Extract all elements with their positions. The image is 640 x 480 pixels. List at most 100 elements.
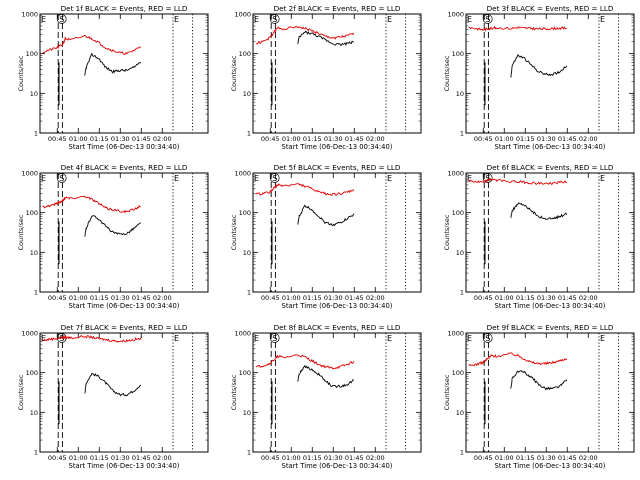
saa-label: S [59, 174, 64, 183]
eclipse-end-label: E [387, 174, 392, 183]
lld-series-line [255, 354, 355, 370]
events-series-line [84, 52, 142, 76]
eclipse-start-label: E [41, 15, 46, 24]
saa-label: S [59, 334, 64, 343]
detector-panel: Det 8f BLACK = Events, RED = LLD 1 10 100 10… [230, 323, 422, 470]
eclipse-end-label: E [600, 15, 605, 24]
x-tick-label: 00:45 [474, 454, 493, 462]
events-series-line [84, 215, 142, 237]
x-axis-label: Start Time (06-Dec-13 00:34:40) [495, 143, 606, 151]
events-series-line [297, 30, 355, 46]
y-axis-label: Counts/sec [17, 214, 25, 250]
x-tick-label: 01:45 [132, 135, 151, 143]
plot-frame [465, 172, 635, 293]
x-tick-label: 00:45 [261, 294, 280, 302]
saa-label: S [272, 15, 277, 24]
y-tick-label: 1000 [447, 170, 464, 178]
x-tick-label: 01:15 [516, 294, 535, 302]
detector-panel: Det 6f BLACK = Events, RED = LLD 1 10 100 10… [443, 163, 635, 310]
y-axis-label: Counts/sec [230, 214, 238, 250]
y-tick-label: 1 [247, 130, 251, 138]
y-tick-label: 10 [30, 409, 38, 417]
y-axis-label: Counts/sec [230, 374, 238, 410]
x-tick-label: 01:30 [324, 294, 343, 302]
plot-frame [465, 13, 635, 134]
y-tick-label: 10 [243, 409, 251, 417]
y-tick-label: 100 [26, 369, 38, 377]
lld-series-line [42, 334, 142, 343]
lld-series-line [255, 183, 355, 196]
y-tick-label: 1000 [447, 11, 464, 19]
eclipse-end-label: E [600, 174, 605, 183]
eclipse-start-label: E [41, 174, 46, 183]
x-tick-label: 01:00 [69, 454, 88, 462]
y-tick-label: 1 [34, 130, 38, 138]
x-tick-label: 01:45 [345, 294, 364, 302]
x-tick-label: 01:00 [282, 454, 301, 462]
y-axis-label: Counts/sec [443, 55, 451, 91]
y-tick-label: 10 [456, 249, 464, 257]
detector-panel: Det 4f BLACK = Events, RED = LLD 1 10 100 10… [17, 163, 209, 310]
y-axis-label: Counts/sec [443, 214, 451, 250]
plot-title: Det 2f BLACK = Events, RED = LLD [274, 4, 401, 13]
y-tick-label: 1 [460, 130, 464, 138]
plot-frame [39, 13, 209, 134]
events-series-line [297, 204, 355, 227]
saa-circle-icon [269, 333, 280, 343]
y-tick-label: 100 [239, 209, 251, 217]
events-series-line [84, 372, 142, 397]
x-tick-label: 01:15 [516, 454, 535, 462]
saa-label: S [272, 174, 277, 183]
x-tick-label: 00:45 [48, 294, 67, 302]
detector-panel: Det 7f BLACK = Events, RED = LLD 1 10 100 10… [17, 323, 209, 470]
x-tick-label: 01:15 [303, 454, 322, 462]
saa-label: S [485, 174, 490, 183]
y-tick-label: 1 [34, 449, 38, 457]
x-tick-label: 01:00 [495, 454, 514, 462]
x-tick-label: 01:45 [558, 135, 577, 143]
x-tick-label: 02:00 [153, 294, 172, 302]
x-tick-label: 00:45 [261, 454, 280, 462]
x-tick-label: 01:15 [303, 294, 322, 302]
y-tick-label: 10 [30, 249, 38, 257]
events-series-line [510, 54, 568, 78]
x-axis-label: Start Time (06-Dec-13 00:34:40) [69, 462, 180, 470]
detector-panel: Det 9f BLACK = Events, RED = LLD 1 10 100 10… [443, 323, 635, 470]
x-tick-label: 02:00 [579, 135, 598, 143]
y-tick-label: 10 [243, 249, 251, 257]
y-tick-label: 1000 [21, 11, 38, 19]
plot-frame [252, 332, 422, 453]
x-axis-label: Start Time (06-Dec-13 00:34:40) [495, 462, 606, 470]
events-series-line [510, 202, 568, 220]
y-tick-label: 1000 [21, 330, 38, 338]
x-tick-label: 02:00 [579, 454, 598, 462]
x-tick-label: 01:30 [537, 454, 556, 462]
saa-label: S [59, 15, 64, 24]
x-axis-label: Start Time (06-Dec-13 00:34:40) [282, 302, 393, 310]
saa-label: S [272, 334, 277, 343]
x-tick-label: 01:00 [495, 135, 514, 143]
eclipse-start-label: E [254, 15, 259, 24]
saa-circle-icon [56, 14, 67, 24]
x-axis-label: Start Time (06-Dec-13 00:34:40) [282, 143, 393, 151]
plot-frame [39, 172, 209, 293]
x-axis-label: Start Time (06-Dec-13 00:34:40) [69, 143, 180, 151]
y-tick-label: 1000 [234, 11, 251, 19]
x-tick-label: 00:45 [261, 135, 280, 143]
y-tick-label: 1000 [234, 330, 251, 338]
x-axis-label: Start Time (06-Dec-13 00:34:40) [282, 462, 393, 470]
saa-circle-icon [482, 333, 493, 343]
eclipse-start-label: E [254, 174, 259, 183]
plot-frame [39, 332, 209, 453]
x-tick-label: 01:00 [69, 135, 88, 143]
x-tick-label: 01:15 [516, 135, 535, 143]
x-axis-label: Start Time (06-Dec-13 00:34:40) [495, 302, 606, 310]
x-tick-label: 02:00 [153, 135, 172, 143]
y-tick-label: 1 [247, 289, 251, 297]
events-series-line [297, 364, 355, 389]
y-axis-label: Counts/sec [443, 374, 451, 410]
eclipse-start-label: E [467, 15, 472, 24]
plot-frame [252, 13, 422, 134]
x-tick-label: 00:45 [474, 135, 493, 143]
detector-panel: Det 2f BLACK = Events, RED = LLD 1 10 100 10… [230, 4, 422, 151]
